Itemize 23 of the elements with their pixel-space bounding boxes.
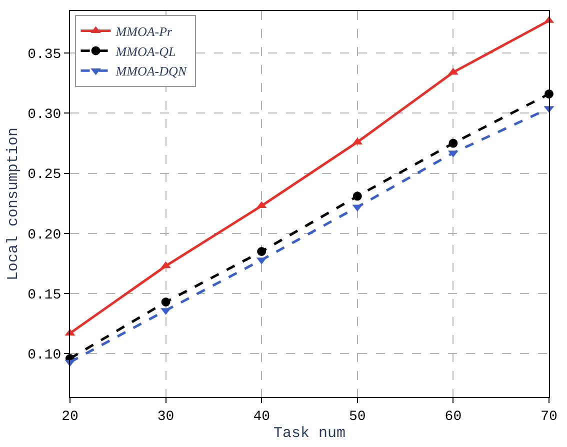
y-tick-label: 0.20	[28, 227, 62, 244]
y-tick-label: 0.15	[28, 287, 62, 304]
x-axis-title: Task num	[273, 424, 346, 442]
legend-label: MMOA-DQN	[114, 64, 188, 79]
point	[352, 192, 362, 201]
x-tick-label: 50	[348, 408, 366, 425]
point	[257, 247, 266, 256]
y-tick-label: 0.25	[28, 167, 62, 184]
y-tick-label: 0.10	[28, 348, 62, 364]
x-tick-label: 40	[253, 408, 270, 425]
x-tick-label: 20	[62, 408, 78, 425]
x-tick-label: 60	[444, 408, 462, 425]
point	[161, 298, 170, 306]
y-tick-label: 0.30	[28, 107, 62, 124]
point	[160, 261, 171, 268]
point	[448, 138, 458, 148]
y-tick-label: 0.35	[28, 46, 62, 63]
x-tick-label: 30	[157, 408, 174, 425]
y-axis-title: Local consumption	[4, 127, 22, 281]
legend-label: MMOA-QL	[114, 44, 176, 59]
point	[448, 68, 458, 75]
legend-label: MMOA-Pr	[114, 24, 174, 39]
x-tick-label: 70	[540, 408, 558, 425]
